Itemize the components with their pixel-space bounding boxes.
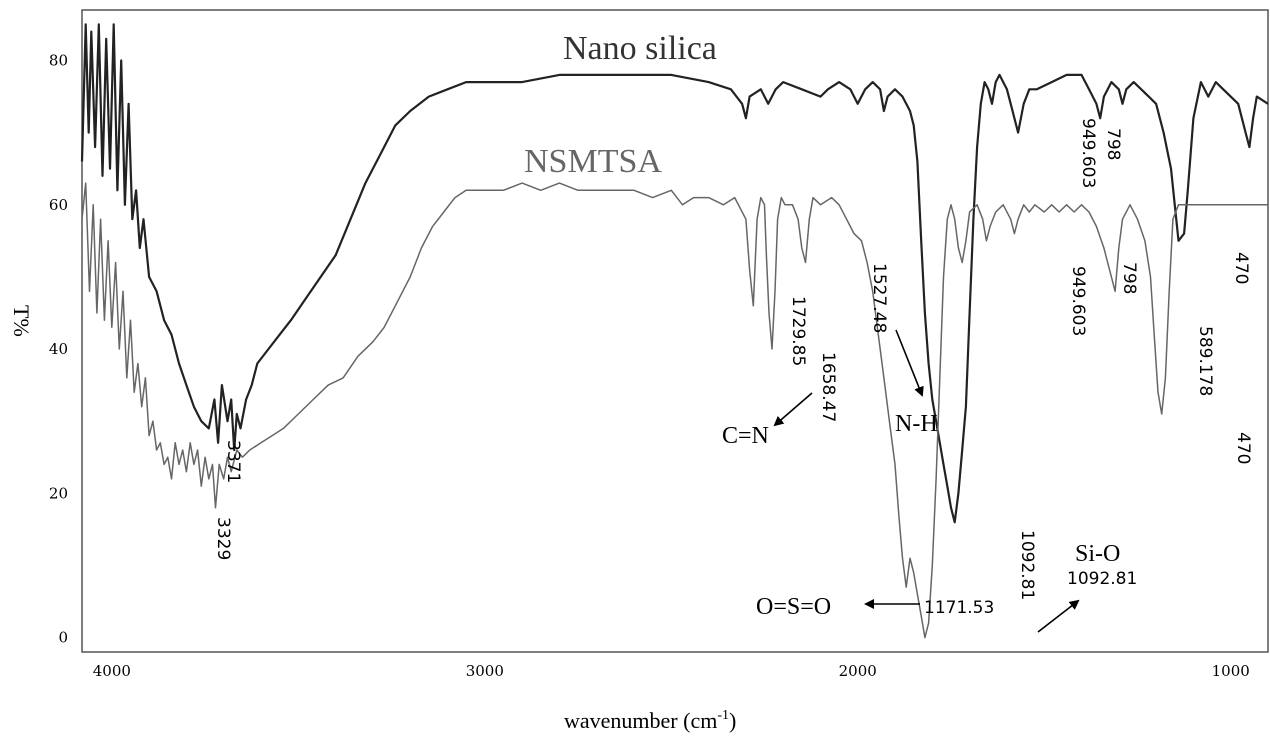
x-tick-labels: 4000 3000 2000 1000 <box>93 662 1250 680</box>
y-tick-label: 80 <box>49 51 68 69</box>
x-axis-title-sup: -1 <box>717 708 729 723</box>
peak-label-798-nsmtsa: 798 <box>1119 262 1139 294</box>
x-axis-title-close: ) <box>729 708 736 733</box>
series-line-1 <box>81 182 1268 639</box>
series-label-nano-silica: Nano silica <box>563 30 717 67</box>
x-axis-title-main: wavenumber (cm <box>564 708 717 733</box>
arrow-n-h <box>895 329 924 397</box>
y-tick-label: 60 <box>49 196 68 214</box>
axes <box>81 9 1269 653</box>
peak-label-1527-48: 1527.48 <box>869 263 889 333</box>
peak-label-1092-81-rot: 1092.81 <box>1017 530 1037 600</box>
group-label-n-h: N-H <box>895 411 938 437</box>
series-line-0 <box>80 23 1269 524</box>
y-tick-label: 40 <box>49 340 68 358</box>
arrow-c-n <box>773 392 813 427</box>
series-label-nsmtsa: NSMTSA <box>524 143 662 180</box>
peak-label-3329: 3329 <box>213 517 233 560</box>
x-axis-title: wavenumber (cm-1) <box>564 708 736 733</box>
x-tick-label: 3000 <box>466 662 504 680</box>
group-label-si-o: Si-O <box>1075 541 1120 567</box>
peak-label-1171-53: 1171.53 <box>924 598 994 618</box>
group-label-c-n: C=N <box>722 423 769 449</box>
peak-label-798-nano: 798 <box>1103 128 1123 160</box>
peak-label-1092-81: 1092.81 <box>1067 569 1137 589</box>
peak-label-949-603-nsmtsa: 949.603 <box>1068 266 1088 336</box>
peak-label-949-603-nano: 949.603 <box>1078 118 1098 188</box>
y-tick-labels: 0 20 40 60 80 <box>49 51 68 646</box>
y-tick-label: 20 <box>49 484 68 502</box>
peak-label-1658-47: 1658.47 <box>818 352 838 422</box>
x-tick-label: 2000 <box>839 662 877 680</box>
peak-label-1729-85: 1729.85 <box>788 296 808 366</box>
y-axis-title: T% <box>9 305 34 337</box>
y-tick-label: 0 <box>58 629 68 647</box>
plot-frame <box>81 9 1269 653</box>
peak-label-3371: 3371 <box>223 440 243 483</box>
group-label-o-s-o: O=S=O <box>756 594 831 620</box>
arrow-si-o <box>1037 599 1080 633</box>
peak-label-470-nano: 470 <box>1231 252 1251 284</box>
x-tick-label: 4000 <box>93 662 131 680</box>
peak-label-470-nsmtsa: 470 <box>1233 432 1253 464</box>
peak-label-589-178: 589.178 <box>1195 326 1215 396</box>
series-group <box>80 23 1269 639</box>
x-tick-label: 1000 <box>1212 662 1250 680</box>
